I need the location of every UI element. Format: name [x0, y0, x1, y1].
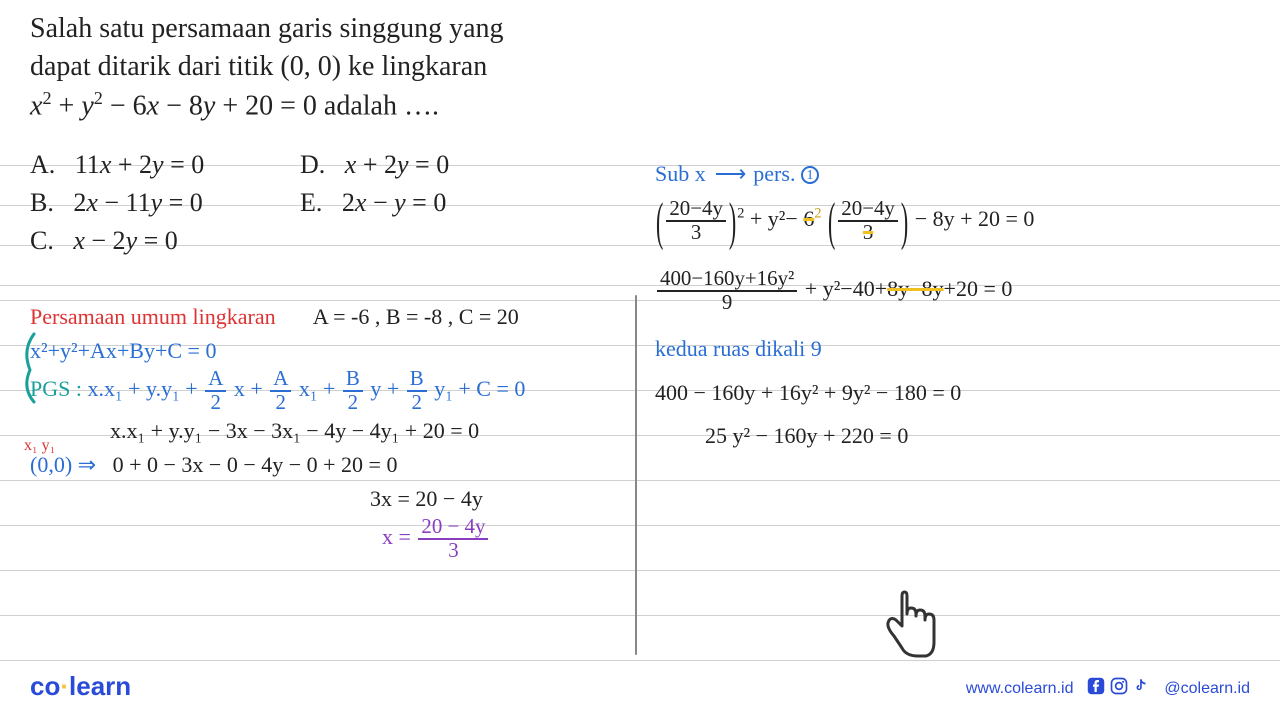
- quadratic-line1: 400 − 160y + 16y² + 9y² − 180 = 0: [655, 374, 1034, 411]
- footer-url: www.colearn.id: [966, 680, 1074, 698]
- question-line3: x2 + y2 − 6x − 8y + 20 = 0 adalah ….: [30, 86, 504, 125]
- sub-x-note: Sub x ⟶ pers. 1: [655, 155, 1034, 192]
- option-d: D. x + 2y = 0: [300, 150, 449, 180]
- expanded-frac-line: 400−160y+16y²9 + y²−40+8y−8y+20 = 0: [655, 268, 1034, 314]
- question-line2: dapat ditarik dari titik (0, 0) ke lingk…: [30, 48, 504, 86]
- heading-persamaan: Persamaan umum lingkaran: [30, 304, 276, 329]
- eq-3x: 3x = 20 − 4y: [30, 482, 525, 516]
- question-line1: Salah satu persamaan garis singgung yang: [30, 10, 504, 48]
- option-c: C. x − 2y = 0: [30, 226, 204, 256]
- pgs-label: PGS :: [30, 376, 82, 401]
- footer-right: www.colearn.id @colearn.id: [966, 677, 1250, 700]
- general-eq: x²+y²+Ax+By+C = 0: [30, 334, 525, 368]
- facebook-icon: [1087, 677, 1105, 695]
- eq-x-frac: x = 20 − 4y3: [30, 516, 525, 562]
- social-icons: [1087, 677, 1150, 700]
- pgs-expanded: x.x₁ + y.y₁ − 3x − 3x₁ − 4y − 4y₁ + 20 =…: [30, 414, 525, 448]
- coefficients: A = -6 , B = -8 , C = 20: [313, 304, 519, 329]
- tiktok-icon: [1132, 677, 1150, 695]
- pointer-hand-icon: [880, 590, 940, 660]
- work-right-column: Sub x ⟶ pers. 1 (20−4y3)2 + y²− 62 (20−4…: [655, 155, 1034, 454]
- option-e: E. 2x − y = 0: [300, 188, 449, 218]
- option-b: B. 2x − 11y = 0: [30, 188, 204, 218]
- subst-equation: (20−4y3)2 + y²− 62 (20−4y3) − 8y + 20 = …: [655, 198, 1034, 244]
- work-left-column: Persamaan umum lingkaran A = -6 , B = -8…: [30, 300, 525, 562]
- brand-logo: co·learn: [30, 671, 131, 702]
- question-block: Salah satu persamaan garis singgung yang…: [30, 10, 504, 125]
- instagram-icon: [1110, 677, 1128, 695]
- option-a: A. 11x + 2y = 0: [30, 150, 204, 180]
- column-divider: [635, 295, 637, 655]
- x1y1-label: x₁ y₁: [24, 434, 55, 459]
- subst-line: 0 + 0 − 3x − 0 − 4y − 0 + 20 = 0: [113, 452, 398, 477]
- multiply-by-9-note: kedua ruas dikali 9: [655, 330, 1034, 367]
- quadratic-line2: 25 y² − 160y + 220 = 0: [655, 417, 1034, 454]
- pgs-formula: x.x₁ + y.y₁ + A2 x + A2 x₁ + B2 y + B2 y…: [87, 376, 525, 401]
- footer-handle: @colearn.id: [1164, 680, 1250, 698]
